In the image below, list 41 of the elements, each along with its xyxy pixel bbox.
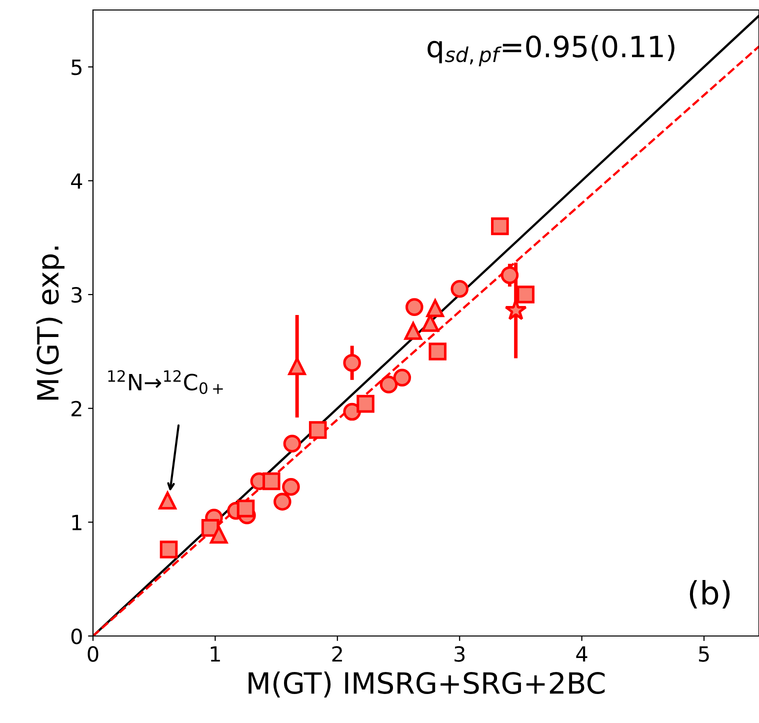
y-axis-title: M(GT) exp.: [36, 246, 64, 400]
point: [516, 286, 534, 304]
point: [426, 299, 444, 318]
x-tick-label: 2: [332, 646, 342, 662]
point: [406, 298, 424, 316]
point: [158, 492, 176, 510]
point: [343, 402, 361, 421]
point: [491, 217, 509, 236]
annotation: (b): [690, 580, 730, 609]
point: [282, 478, 300, 496]
point: [393, 368, 412, 387]
point: [404, 322, 422, 340]
y-tick-label: 5: [72, 60, 82, 76]
point: [504, 298, 527, 320]
point: [274, 492, 292, 511]
y-tick-label: 1: [72, 514, 82, 530]
point: [210, 526, 228, 544]
point: [262, 472, 280, 490]
point: [283, 434, 302, 453]
y-tick-label: 2: [72, 400, 82, 416]
annotation: q$_{sd,pf}$=0.95(0.11): [428, 35, 674, 66]
x-tick-label: 0: [88, 646, 98, 662]
x-tick-label: 5: [698, 646, 709, 662]
annotation: $^{12}$N→$^{12}$C$_{0+}$: [108, 370, 223, 394]
point: [308, 421, 327, 439]
point: [356, 394, 374, 413]
y-tick-label: 4: [71, 173, 82, 189]
point: [236, 500, 255, 518]
point: [450, 280, 468, 298]
x-tick-label: 3: [454, 646, 465, 662]
point: [380, 376, 398, 394]
x-axis-title: M(GT) IMSRG+SRG+2BC: [248, 671, 605, 698]
x-tick-label: 4: [576, 646, 588, 662]
point: [160, 540, 178, 558]
point: [288, 357, 306, 376]
y-tick-label: 3: [72, 287, 82, 303]
point: [428, 342, 446, 360]
point: [500, 266, 519, 284]
y-tick-label: 0: [71, 628, 82, 644]
x-tick-label: 1: [210, 646, 220, 662]
point: [343, 354, 361, 372]
